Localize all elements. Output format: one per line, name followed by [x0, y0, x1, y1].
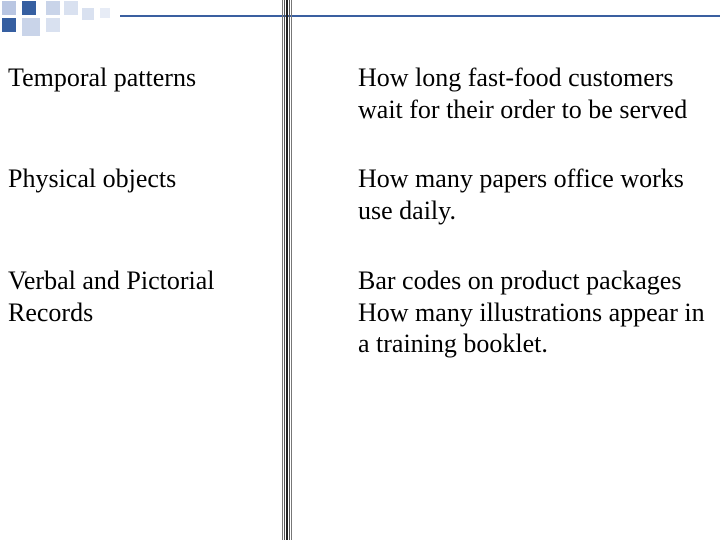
- decor-square: [22, 1, 36, 15]
- row-description: Bar codes on product packages How many i…: [358, 265, 720, 360]
- row-label: Temporal patterns: [8, 62, 288, 94]
- decor-square: [46, 1, 60, 15]
- table-row: Verbal and Pictorial Records Bar codes o…: [8, 265, 720, 360]
- corner-squares-decoration: [0, 0, 720, 40]
- row-label: Verbal and Pictorial Records: [8, 265, 288, 328]
- table-row: Physical objects How many papers office …: [8, 163, 720, 226]
- table-row: Temporal patterns How long fast-food cus…: [8, 62, 720, 125]
- decor-square: [100, 8, 110, 18]
- decor-square: [2, 18, 16, 32]
- decor-square: [64, 1, 78, 15]
- row-description: How long fast-food customers wait for th…: [358, 62, 720, 125]
- decor-square: [22, 18, 40, 36]
- decor-square: [82, 8, 94, 20]
- content-table: Temporal patterns How long fast-food cus…: [8, 62, 720, 398]
- row-description: How many papers office works use daily.: [358, 163, 720, 226]
- top-rule: [120, 15, 720, 17]
- row-label: Physical objects: [8, 163, 288, 195]
- decor-square: [2, 1, 16, 15]
- decor-square: [46, 18, 60, 32]
